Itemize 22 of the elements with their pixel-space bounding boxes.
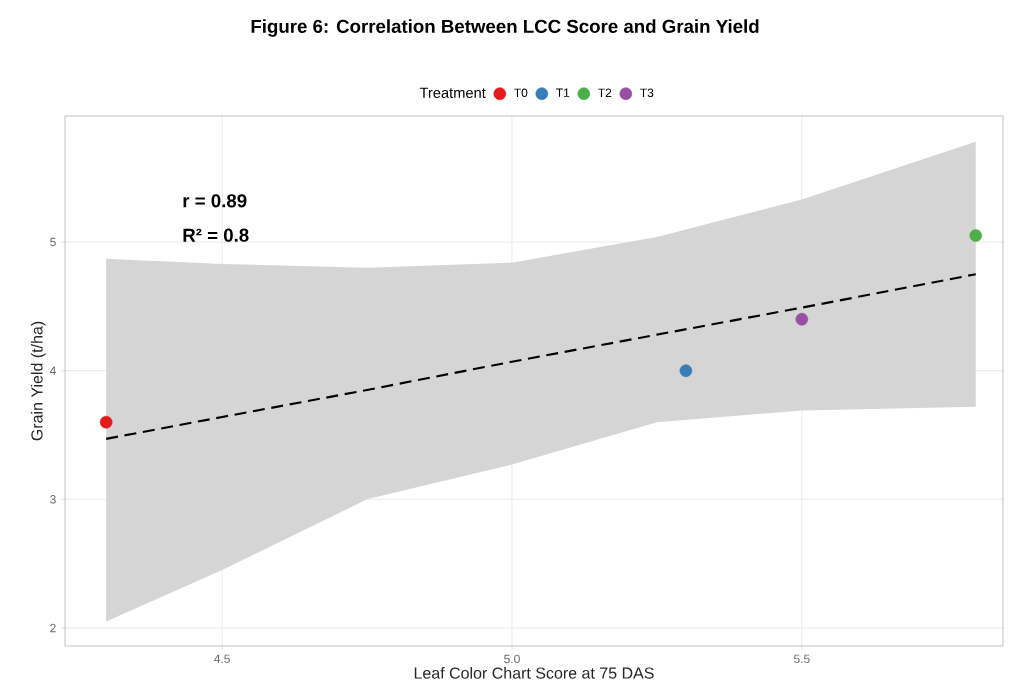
- y-tick-label: 4: [49, 366, 56, 375]
- x-tick-label: 5.0: [504, 654, 520, 664]
- point: [969, 229, 983, 242]
- y-axis-title: Grain Yield (t/ha): [30, 321, 46, 441]
- x-tick-label: 4.5: [214, 654, 230, 664]
- y-tick-label: 3: [50, 495, 56, 504]
- legend-label: T3: [640, 88, 654, 98]
- legend-label: T2: [598, 88, 612, 97]
- x-axis-title: Leaf Color Chart Score at 75 DAS: [414, 667, 654, 679]
- point: [679, 364, 693, 377]
- point: [795, 312, 809, 326]
- y-tick-label: 2: [50, 623, 56, 633]
- line-series: [105, 273, 977, 440]
- legend-label: T1: [556, 88, 570, 97]
- legend-label: T0: [514, 88, 528, 98]
- chart-title: Figure 6: Correlation Between LCC Score and Grain Yield: [251, 19, 759, 37]
- legend-title: Treatment: [419, 87, 486, 98]
- annotation: r = 0.89: [183, 194, 247, 208]
- annotation: R² = 0.8: [183, 228, 249, 242]
- x-tick-label: 5.5: [793, 654, 810, 664]
- point: [99, 415, 113, 429]
- y-tick-label: 5: [50, 237, 56, 247]
